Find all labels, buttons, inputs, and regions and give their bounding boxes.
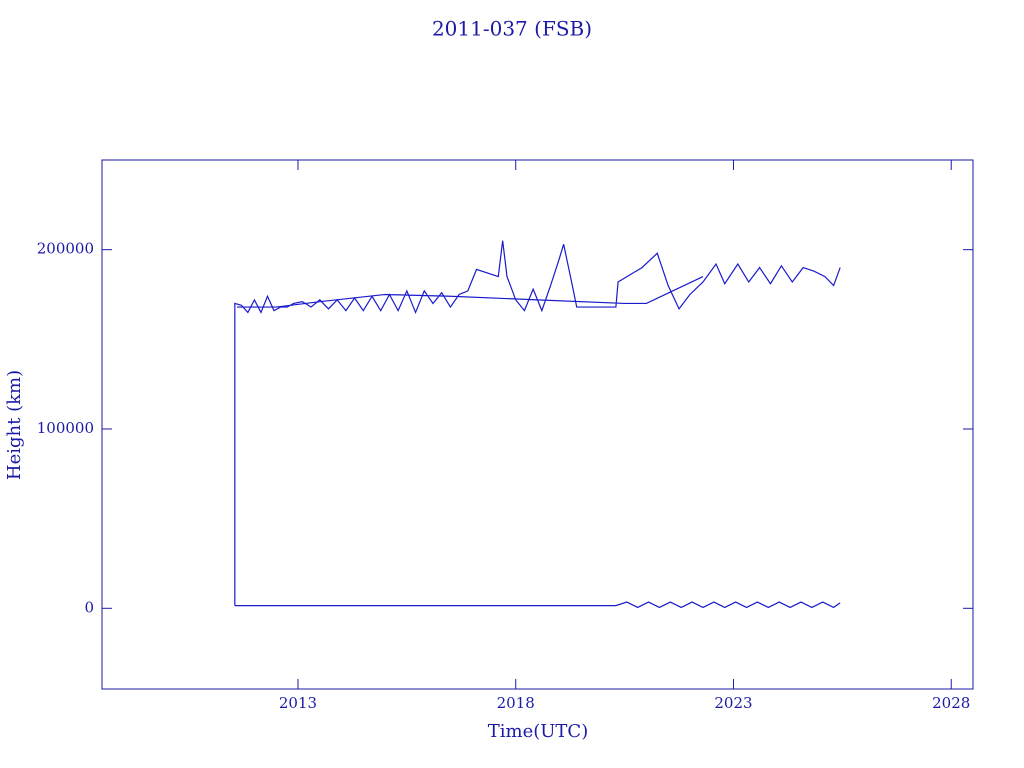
x-tick-label: 2028 xyxy=(932,694,970,712)
y-tick-label: 200000 xyxy=(37,240,94,258)
y-tick-label: 0 xyxy=(84,598,94,616)
chart-title: 2011-037 (FSB) xyxy=(432,17,592,41)
x-tick-label: 2018 xyxy=(497,694,535,712)
x-tick-label: 2013 xyxy=(279,694,317,712)
y-tick-label: 100000 xyxy=(37,419,94,437)
data-line xyxy=(234,240,841,609)
x-axis-label: Time(UTC) xyxy=(488,721,588,742)
x-tick-label: 2023 xyxy=(714,694,752,712)
plot-frame xyxy=(101,159,974,690)
y-axis-label: Height (km) xyxy=(4,370,25,480)
